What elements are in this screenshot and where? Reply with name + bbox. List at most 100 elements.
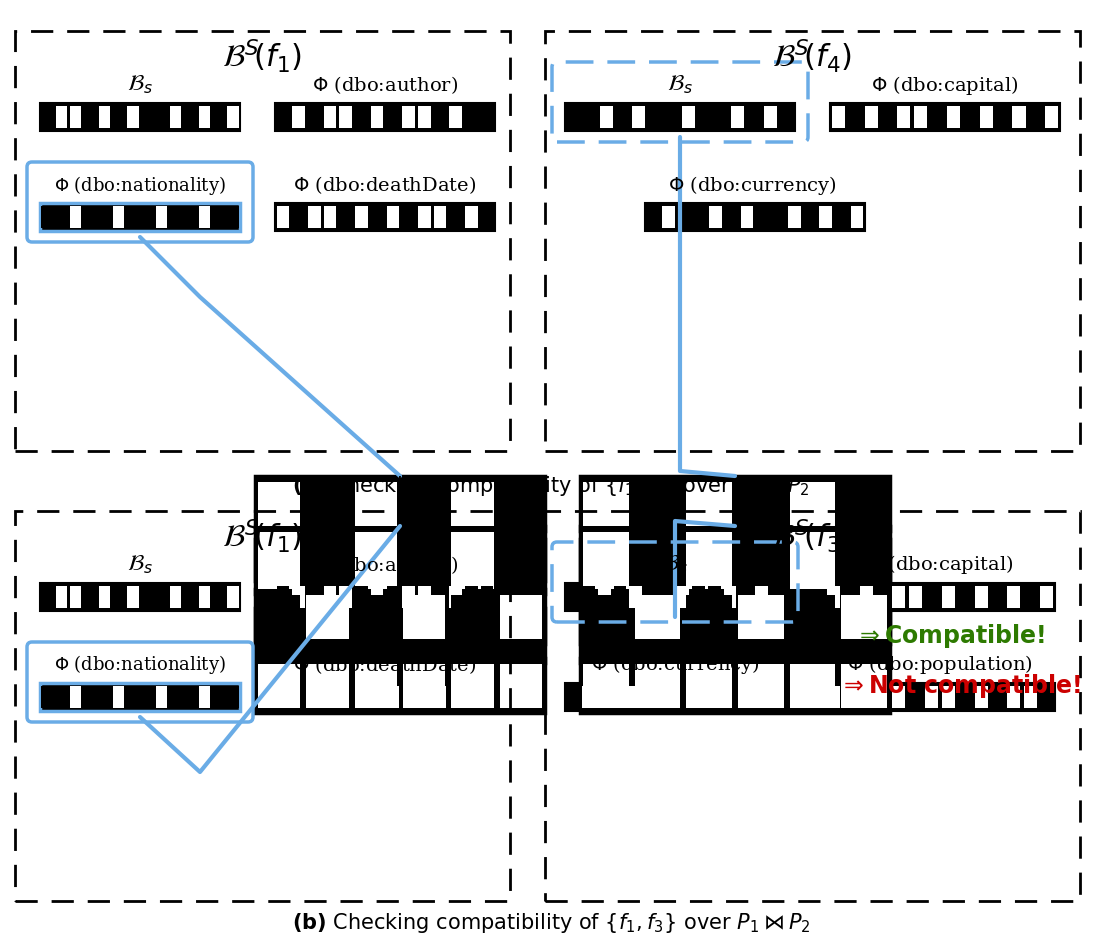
- Bar: [15, 31, 510, 451]
- Bar: [324, 686, 336, 708]
- Text: $\mathbf{(a)}$ Checking compatibility of $\{f_1, f_4\}$ over $P_1 \bowtie P_2$: $\mathbf{(a)}$ Checking compatibility of…: [292, 474, 810, 498]
- Bar: [306, 663, 348, 708]
- Bar: [580, 596, 890, 604]
- Bar: [480, 106, 494, 128]
- Bar: [84, 586, 96, 608]
- Bar: [714, 106, 727, 128]
- Bar: [258, 482, 301, 525]
- Bar: [255, 596, 545, 604]
- Bar: [499, 663, 542, 708]
- Bar: [790, 595, 835, 639]
- Bar: [958, 586, 971, 608]
- Bar: [213, 586, 225, 608]
- Bar: [277, 586, 289, 608]
- Bar: [255, 608, 545, 663]
- Bar: [307, 206, 321, 228]
- Bar: [580, 476, 890, 531]
- Bar: [339, 206, 352, 228]
- Bar: [277, 686, 289, 708]
- Bar: [771, 586, 784, 608]
- Bar: [635, 532, 680, 576]
- Bar: [739, 686, 752, 708]
- Bar: [276, 103, 495, 131]
- Bar: [42, 586, 53, 608]
- Bar: [738, 532, 784, 576]
- Bar: [687, 663, 732, 708]
- Bar: [580, 608, 890, 663]
- Bar: [184, 686, 196, 708]
- Bar: [980, 106, 993, 128]
- Bar: [731, 106, 744, 128]
- Bar: [1040, 586, 1054, 608]
- Bar: [635, 482, 680, 525]
- Bar: [842, 532, 887, 576]
- Bar: [451, 545, 494, 588]
- Bar: [371, 586, 383, 608]
- Bar: [661, 586, 673, 608]
- Bar: [227, 106, 238, 128]
- Bar: [15, 511, 510, 901]
- Bar: [307, 106, 321, 128]
- Bar: [755, 686, 768, 708]
- Bar: [402, 586, 414, 608]
- Bar: [292, 206, 305, 228]
- Bar: [465, 106, 477, 128]
- Bar: [306, 482, 348, 525]
- Text: $\mathcal{B}^S\!\left(f_4\right)$: $\mathcal{B}^S\!\left(f_4\right)$: [773, 38, 853, 74]
- Bar: [98, 106, 110, 128]
- Bar: [451, 482, 494, 525]
- Bar: [71, 686, 82, 708]
- Bar: [450, 586, 462, 608]
- Bar: [403, 663, 445, 708]
- Bar: [40, 583, 240, 611]
- Bar: [583, 532, 628, 576]
- Bar: [738, 663, 784, 708]
- Bar: [996, 106, 1009, 128]
- Bar: [1029, 106, 1041, 128]
- Bar: [155, 686, 168, 708]
- Bar: [580, 589, 890, 644]
- Text: $\Phi$ (dbo:deathDate): $\Phi$ (dbo:deathDate): [293, 654, 476, 676]
- Bar: [355, 595, 397, 639]
- Bar: [255, 539, 545, 594]
- Bar: [255, 526, 545, 581]
- Bar: [306, 614, 348, 658]
- Bar: [56, 686, 67, 708]
- Bar: [757, 206, 769, 228]
- Bar: [842, 545, 887, 588]
- Bar: [355, 106, 368, 128]
- Bar: [112, 586, 125, 608]
- Bar: [645, 203, 865, 231]
- Bar: [402, 686, 414, 708]
- Bar: [465, 586, 477, 608]
- Bar: [418, 686, 431, 708]
- Bar: [566, 586, 580, 608]
- Bar: [583, 614, 628, 658]
- Bar: [991, 686, 1004, 708]
- Bar: [170, 106, 182, 128]
- Bar: [277, 106, 289, 128]
- Bar: [307, 586, 321, 608]
- Text: $\Phi$ (dbo:nationality): $\Phi$ (dbo:nationality): [54, 653, 226, 677]
- Bar: [403, 614, 445, 658]
- Bar: [738, 595, 784, 639]
- Bar: [155, 586, 168, 608]
- Bar: [687, 482, 732, 525]
- Text: $\Rightarrow$Not compatible!: $\Rightarrow$Not compatible!: [839, 672, 1081, 699]
- Bar: [678, 206, 691, 228]
- Bar: [84, 106, 96, 128]
- Bar: [580, 526, 890, 581]
- Bar: [826, 586, 840, 608]
- Bar: [451, 532, 494, 576]
- Bar: [258, 663, 301, 708]
- Bar: [941, 686, 954, 708]
- Bar: [1013, 106, 1026, 128]
- Bar: [843, 586, 856, 608]
- Bar: [434, 106, 446, 128]
- Text: $\mathcal{B}_s$: $\mathcal{B}_s$: [667, 73, 693, 96]
- Bar: [616, 106, 629, 128]
- Bar: [565, 683, 785, 711]
- Bar: [692, 686, 705, 708]
- Bar: [84, 686, 96, 708]
- Bar: [339, 106, 352, 128]
